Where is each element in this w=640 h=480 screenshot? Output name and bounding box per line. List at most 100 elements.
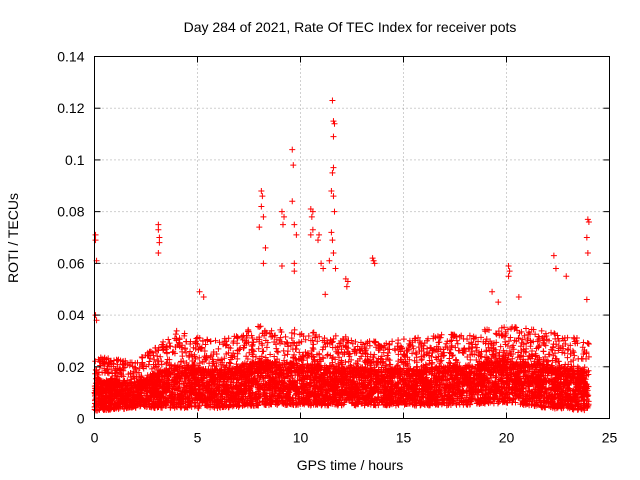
data-point xyxy=(532,386,539,393)
data-point xyxy=(542,342,549,349)
data-point xyxy=(361,358,368,365)
data-point xyxy=(339,361,346,368)
data-point xyxy=(302,336,309,343)
data-point xyxy=(327,363,334,370)
data-point xyxy=(551,350,558,357)
data-point xyxy=(473,356,480,363)
data-point xyxy=(527,337,534,344)
data-point xyxy=(290,339,297,346)
data-point xyxy=(511,337,518,344)
data-point xyxy=(196,335,203,342)
data-point xyxy=(299,351,306,358)
data-point xyxy=(256,334,263,341)
data-point xyxy=(243,334,250,341)
data-point xyxy=(172,366,179,373)
data-point xyxy=(249,343,256,350)
data-point xyxy=(561,350,568,357)
data-point xyxy=(453,337,460,344)
data-point xyxy=(396,344,403,351)
data-point xyxy=(551,330,558,337)
data-point xyxy=(472,341,479,348)
data-point xyxy=(157,353,164,360)
data-point xyxy=(431,372,438,379)
data-point xyxy=(548,346,555,353)
data-point xyxy=(245,326,252,333)
data-point xyxy=(296,349,303,356)
data-point xyxy=(297,355,304,362)
data-point xyxy=(336,376,343,383)
data-point xyxy=(393,363,400,370)
data-point xyxy=(277,334,284,341)
data-point xyxy=(284,340,291,347)
data-point xyxy=(334,400,341,407)
data-point xyxy=(395,337,402,344)
data-point xyxy=(231,333,238,340)
data-point xyxy=(324,340,331,347)
data-point xyxy=(511,395,518,402)
data-point xyxy=(478,348,485,355)
data-point xyxy=(211,363,218,370)
data-point xyxy=(207,401,214,408)
data-point xyxy=(493,357,500,364)
data-point xyxy=(475,338,482,345)
data-point xyxy=(507,334,514,341)
data-point xyxy=(510,396,517,403)
data-point xyxy=(496,349,503,356)
data-point xyxy=(529,348,536,355)
grid-lines xyxy=(94,56,610,419)
data-point xyxy=(352,338,359,345)
data-point xyxy=(280,347,287,354)
data-point xyxy=(92,370,99,377)
data-point xyxy=(187,384,194,391)
data-point xyxy=(387,361,394,368)
data-point xyxy=(201,348,208,355)
data-point xyxy=(215,345,222,352)
data-point xyxy=(289,375,296,382)
data-point xyxy=(293,345,300,352)
data-point xyxy=(293,357,300,364)
data-point xyxy=(564,347,571,354)
data-point xyxy=(128,384,135,391)
data-point xyxy=(316,356,323,363)
data-point xyxy=(319,346,326,353)
data-point xyxy=(478,353,485,360)
data-point xyxy=(453,400,460,407)
data-point xyxy=(173,327,180,334)
data-point xyxy=(278,329,285,336)
data-point xyxy=(514,327,521,334)
data-point xyxy=(263,344,270,351)
data-point xyxy=(338,346,345,353)
data-point xyxy=(283,339,290,346)
data-point xyxy=(580,339,587,346)
data-point xyxy=(362,340,369,347)
data-point xyxy=(552,355,559,362)
data-point xyxy=(515,349,522,356)
data-point xyxy=(346,350,353,357)
data-point xyxy=(239,396,246,403)
data-point xyxy=(296,396,303,403)
data-point xyxy=(478,334,485,341)
data-point xyxy=(348,356,355,363)
data-point xyxy=(308,351,315,358)
data-point xyxy=(518,328,525,335)
data-point xyxy=(220,341,227,348)
data-point xyxy=(513,324,520,331)
data-point xyxy=(395,351,402,358)
data-point xyxy=(148,365,155,372)
data-point xyxy=(338,402,345,409)
data-point xyxy=(456,334,463,341)
data-point xyxy=(266,373,273,380)
data-point xyxy=(163,359,170,366)
data-point xyxy=(370,338,377,345)
data-point xyxy=(284,351,291,358)
data-point xyxy=(122,359,129,366)
data-point xyxy=(564,354,571,361)
data-point xyxy=(449,352,456,359)
data-point xyxy=(274,348,281,355)
data-point xyxy=(223,362,230,369)
data-point xyxy=(96,401,103,408)
data-point xyxy=(195,404,202,411)
data-point xyxy=(438,384,445,391)
data-point xyxy=(497,343,504,350)
data-point xyxy=(179,348,186,355)
